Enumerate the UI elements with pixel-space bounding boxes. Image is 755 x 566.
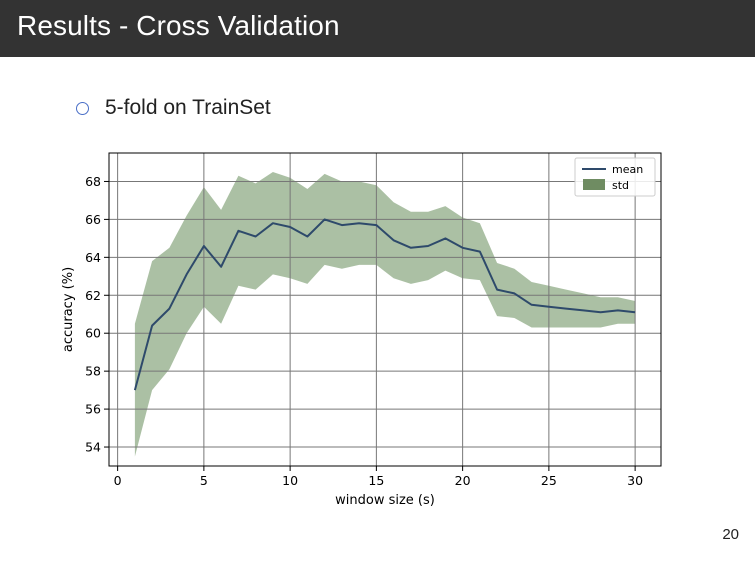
- x-tick-label: 10: [282, 473, 298, 488]
- x-tick-label: 30: [627, 473, 643, 488]
- y-tick-label: 54: [85, 440, 101, 455]
- legend-std-swatch: [583, 179, 605, 190]
- x-tick-label: 15: [368, 473, 384, 488]
- x-tick-label: 25: [541, 473, 557, 488]
- slide-title: Results - Cross Validation: [17, 10, 340, 41]
- legend-std-label: std: [612, 179, 629, 192]
- circle-bullet-icon: [76, 102, 89, 115]
- y-tick-label: 60: [85, 326, 101, 341]
- x-tick-label: 20: [455, 473, 471, 488]
- y-tick-label: 68: [85, 174, 101, 189]
- legend-mean-label: mean: [612, 163, 643, 176]
- mean-line: [133, 218, 636, 391]
- title-bar: Results - Cross Validation: [0, 0, 755, 57]
- y-tick-label: 62: [85, 288, 101, 303]
- plot-frame: [108, 152, 662, 467]
- chart-container: 0 5 10 15 20 25 30 54 56 58 60 62 64 66 68 window size …: [50, 140, 680, 520]
- y-tick-label: 66: [85, 212, 101, 227]
- y-tick-label: 58: [85, 364, 101, 379]
- x-tick-label: 0: [114, 473, 122, 488]
- x-tick-label: 5: [200, 473, 208, 488]
- y-axis-label: accuracy (%): [61, 267, 76, 352]
- y-tick-label: 64: [85, 250, 101, 265]
- y-tick-label: 56: [85, 402, 101, 417]
- x-axis-label: window size (s): [335, 493, 435, 508]
- bullet-text: 5-fold on TrainSet: [105, 96, 271, 119]
- page-number: 20: [722, 526, 739, 543]
- std-band: [134, 172, 636, 457]
- accuracy-chart: 0 5 10 15 20 25 30 54 56 58 60 62 64 66 68 window size …: [61, 152, 662, 508]
